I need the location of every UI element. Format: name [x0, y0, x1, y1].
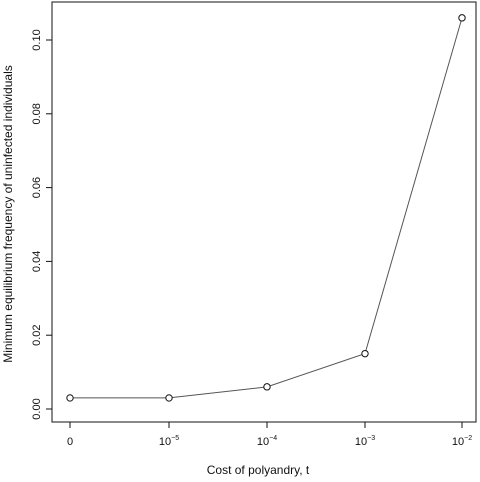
x-tick-label: 10−3 [355, 435, 375, 448]
y-tick-label: 0.06 [31, 177, 43, 198]
data-point [165, 394, 173, 402]
data-point [458, 14, 466, 22]
y-tick-label: 0.04 [31, 251, 43, 272]
series-layer [66, 14, 466, 402]
y-tick-label: 0.10 [31, 29, 43, 50]
x-axis: 0 10−5 10−4 10−3 10−2 [67, 422, 472, 448]
x-tick-label: 10−4 [257, 435, 277, 448]
y-axis-title: Minimum equilibrium frequency of uninfec… [1, 65, 15, 362]
x-tick-label: 0 [67, 436, 73, 448]
plot-frame [51, 1, 477, 423]
data-point [361, 349, 369, 358]
x-tick-label: 10−2 [452, 435, 472, 448]
y-axis: 0.00 0.02 0.04 0.06 0.08 0.10 [31, 29, 52, 420]
data-point [263, 383, 271, 391]
y-tick-label: 0.02 [31, 324, 43, 345]
series-line [70, 17, 463, 399]
y-tick-label: 0.00 [31, 398, 43, 419]
x-tick-label: 10−5 [159, 435, 179, 448]
data-point [66, 394, 74, 402]
y-tick-label: 0.08 [31, 103, 43, 124]
x-axis-title: Cost of polyandry, t [207, 463, 310, 477]
